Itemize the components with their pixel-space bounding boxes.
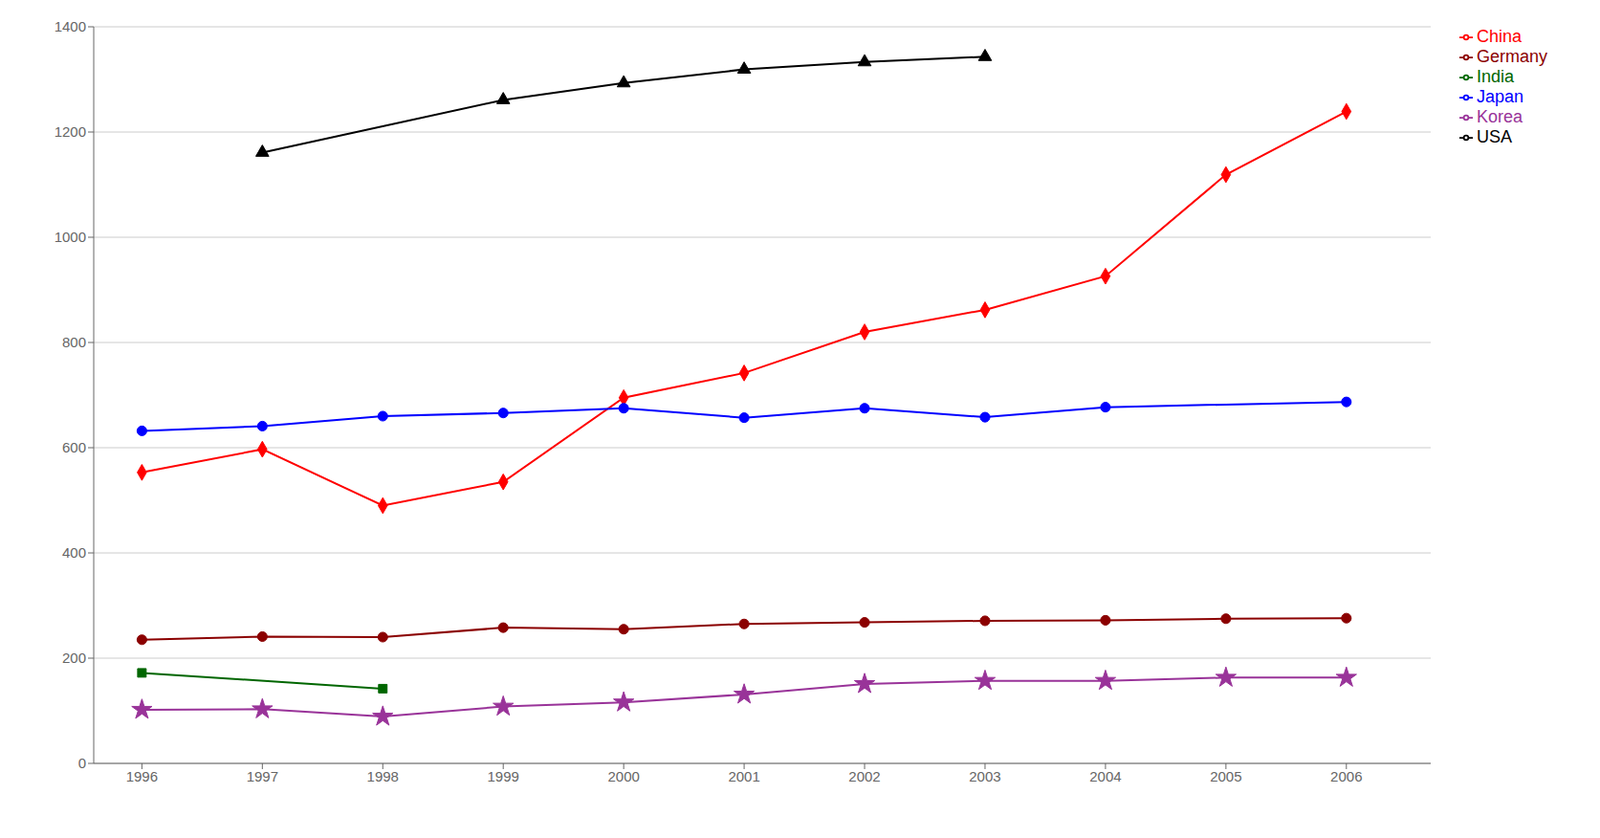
html-text:Germany: Germany xyxy=(1476,46,1548,66)
svg-text:2002: 2002 xyxy=(848,767,880,785)
svg-text:2005: 2005 xyxy=(1209,767,1242,785)
html-text:Korea: Korea xyxy=(1476,107,1523,127)
html-text:USA: USA xyxy=(1476,127,1513,147)
svg-text:2006: 2006 xyxy=(1330,767,1362,785)
svg-text:400: 400 xyxy=(62,544,87,561)
svg-text:1200: 1200 xyxy=(54,123,87,140)
svg-text:600: 600 xyxy=(62,438,87,456)
svg-text:1996: 1996 xyxy=(126,767,158,785)
html-text:China: China xyxy=(1476,26,1522,46)
svg-text:2003: 2003 xyxy=(968,767,1001,785)
svg-text:2004: 2004 xyxy=(1089,767,1121,785)
svg-text:1997: 1997 xyxy=(246,767,279,785)
svg-text:2001: 2001 xyxy=(727,767,760,785)
svg-text:2000: 2000 xyxy=(607,767,639,785)
svg-text:1000: 1000 xyxy=(54,228,87,245)
html-text:India: India xyxy=(1476,66,1514,87)
svg-text:800: 800 xyxy=(62,333,87,351)
svg-text:1400: 1400 xyxy=(54,18,87,35)
html-text:Japan: Japan xyxy=(1476,87,1524,107)
svg-text:200: 200 xyxy=(62,649,87,666)
svg-text:0: 0 xyxy=(78,754,87,771)
svg-text:1999: 1999 xyxy=(487,767,520,785)
svg-text:1998: 1998 xyxy=(367,767,399,785)
